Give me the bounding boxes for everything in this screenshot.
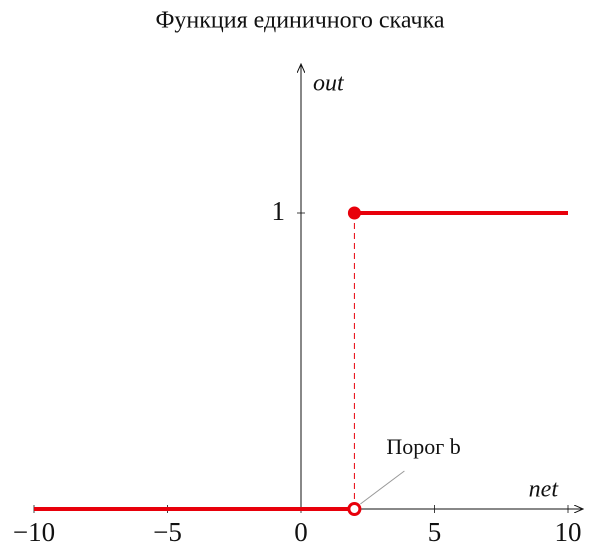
annotation: Порог b	[386, 434, 460, 459]
closed-point	[347, 206, 361, 220]
y-axis-label: out	[313, 71, 345, 97]
x-tick-label: −10	[13, 517, 55, 547]
x-tick-label: 5	[428, 517, 442, 547]
x-axis-label: net	[529, 477, 560, 503]
x-tick-label: 0	[294, 517, 308, 547]
annotation-pointer	[360, 470, 405, 505]
x-tick-label: −5	[153, 517, 182, 547]
x-tick-label: 10	[555, 517, 582, 547]
y-tick-label: 1	[272, 196, 286, 226]
open-point	[347, 502, 362, 516]
chart-title: Функция единичного скачка	[155, 8, 444, 34]
